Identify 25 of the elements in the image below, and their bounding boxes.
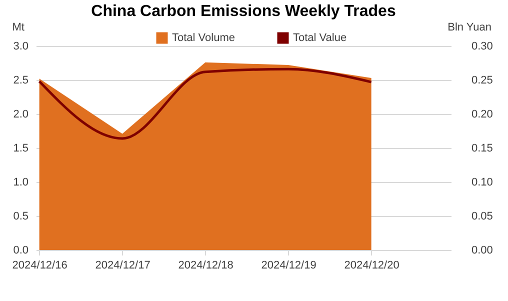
y2-tick-label: 0.20 bbox=[472, 108, 493, 120]
y-axis-title: Mt bbox=[12, 22, 24, 34]
y2-tick-label: 0.25 bbox=[472, 74, 493, 86]
chart-title: China Carbon Emissions Weekly Trades bbox=[91, 3, 396, 20]
y2-tick-label: 0.05 bbox=[472, 210, 493, 222]
x-tick-label: 2024/12/20 bbox=[344, 260, 400, 272]
y2-tick-label: 0.00 bbox=[472, 244, 493, 256]
legend-label: Total Volume bbox=[172, 32, 235, 44]
y-tick-label: 2.5 bbox=[13, 74, 28, 86]
y-tick-label: 1.5 bbox=[13, 142, 28, 154]
x-tick-label: 2024/12/17 bbox=[95, 260, 150, 272]
y-tick-label: 1.0 bbox=[13, 176, 28, 188]
x-tick-label: 2024/12/19 bbox=[261, 260, 316, 272]
y2-tick-label: 0.30 bbox=[472, 40, 493, 52]
x-tick-label: 2024/12/16 bbox=[12, 260, 68, 272]
x-tick-label: 2024/12/18 bbox=[178, 260, 234, 272]
y-tick-label: 3.0 bbox=[13, 40, 28, 52]
line-series bbox=[38, 68, 373, 140]
legend-label: Total Value bbox=[293, 32, 347, 44]
y-tick-label: 0.5 bbox=[13, 210, 28, 222]
y-tick-label: 2.0 bbox=[13, 108, 28, 120]
y2-tick-label: 0.10 bbox=[472, 176, 493, 188]
y-tick-label: 0.0 bbox=[13, 244, 28, 256]
y2-tick-label: 0.15 bbox=[472, 142, 493, 154]
y2-axis-title: Bln Yuan bbox=[448, 22, 492, 34]
